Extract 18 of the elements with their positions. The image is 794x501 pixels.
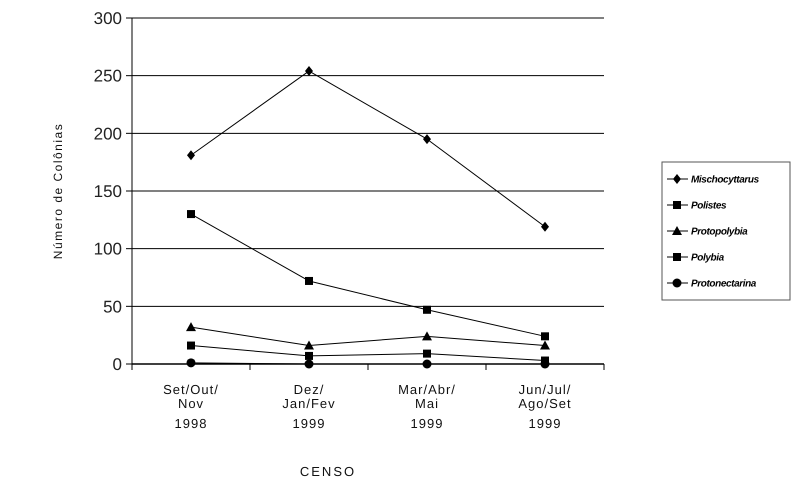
x-axis-title: CENSO xyxy=(300,464,356,479)
x-tick-label: Set/Out/ Nov 1998 xyxy=(163,382,219,431)
legend-label: Protopolybia xyxy=(691,226,748,238)
y-tick-label: 100 xyxy=(94,240,122,259)
legend-label: Protonectarina xyxy=(691,278,757,290)
legend-label: Polistes xyxy=(691,200,727,212)
x-tick-label: Dez/ Jan/Fev 1999 xyxy=(282,382,336,431)
x-tick-label: Mar/Abr/ Mai 1999 xyxy=(398,382,456,431)
y-axis-title: Número de Colônias xyxy=(51,122,65,260)
legend-label: Mischocyttarus xyxy=(691,174,760,186)
legend-label: Polybia xyxy=(691,252,725,264)
y-tick-label: 300 xyxy=(94,8,122,28)
y-tick-label: 50 xyxy=(103,297,122,316)
y-tick-label: 0 xyxy=(112,354,122,374)
y-tick-label: 200 xyxy=(94,124,122,144)
x-tick-label: Jun/Jul/ Ago/Set 1999 xyxy=(518,382,572,431)
y-tick-label: 150 xyxy=(94,182,122,201)
y-tick-label: 250 xyxy=(94,66,122,86)
